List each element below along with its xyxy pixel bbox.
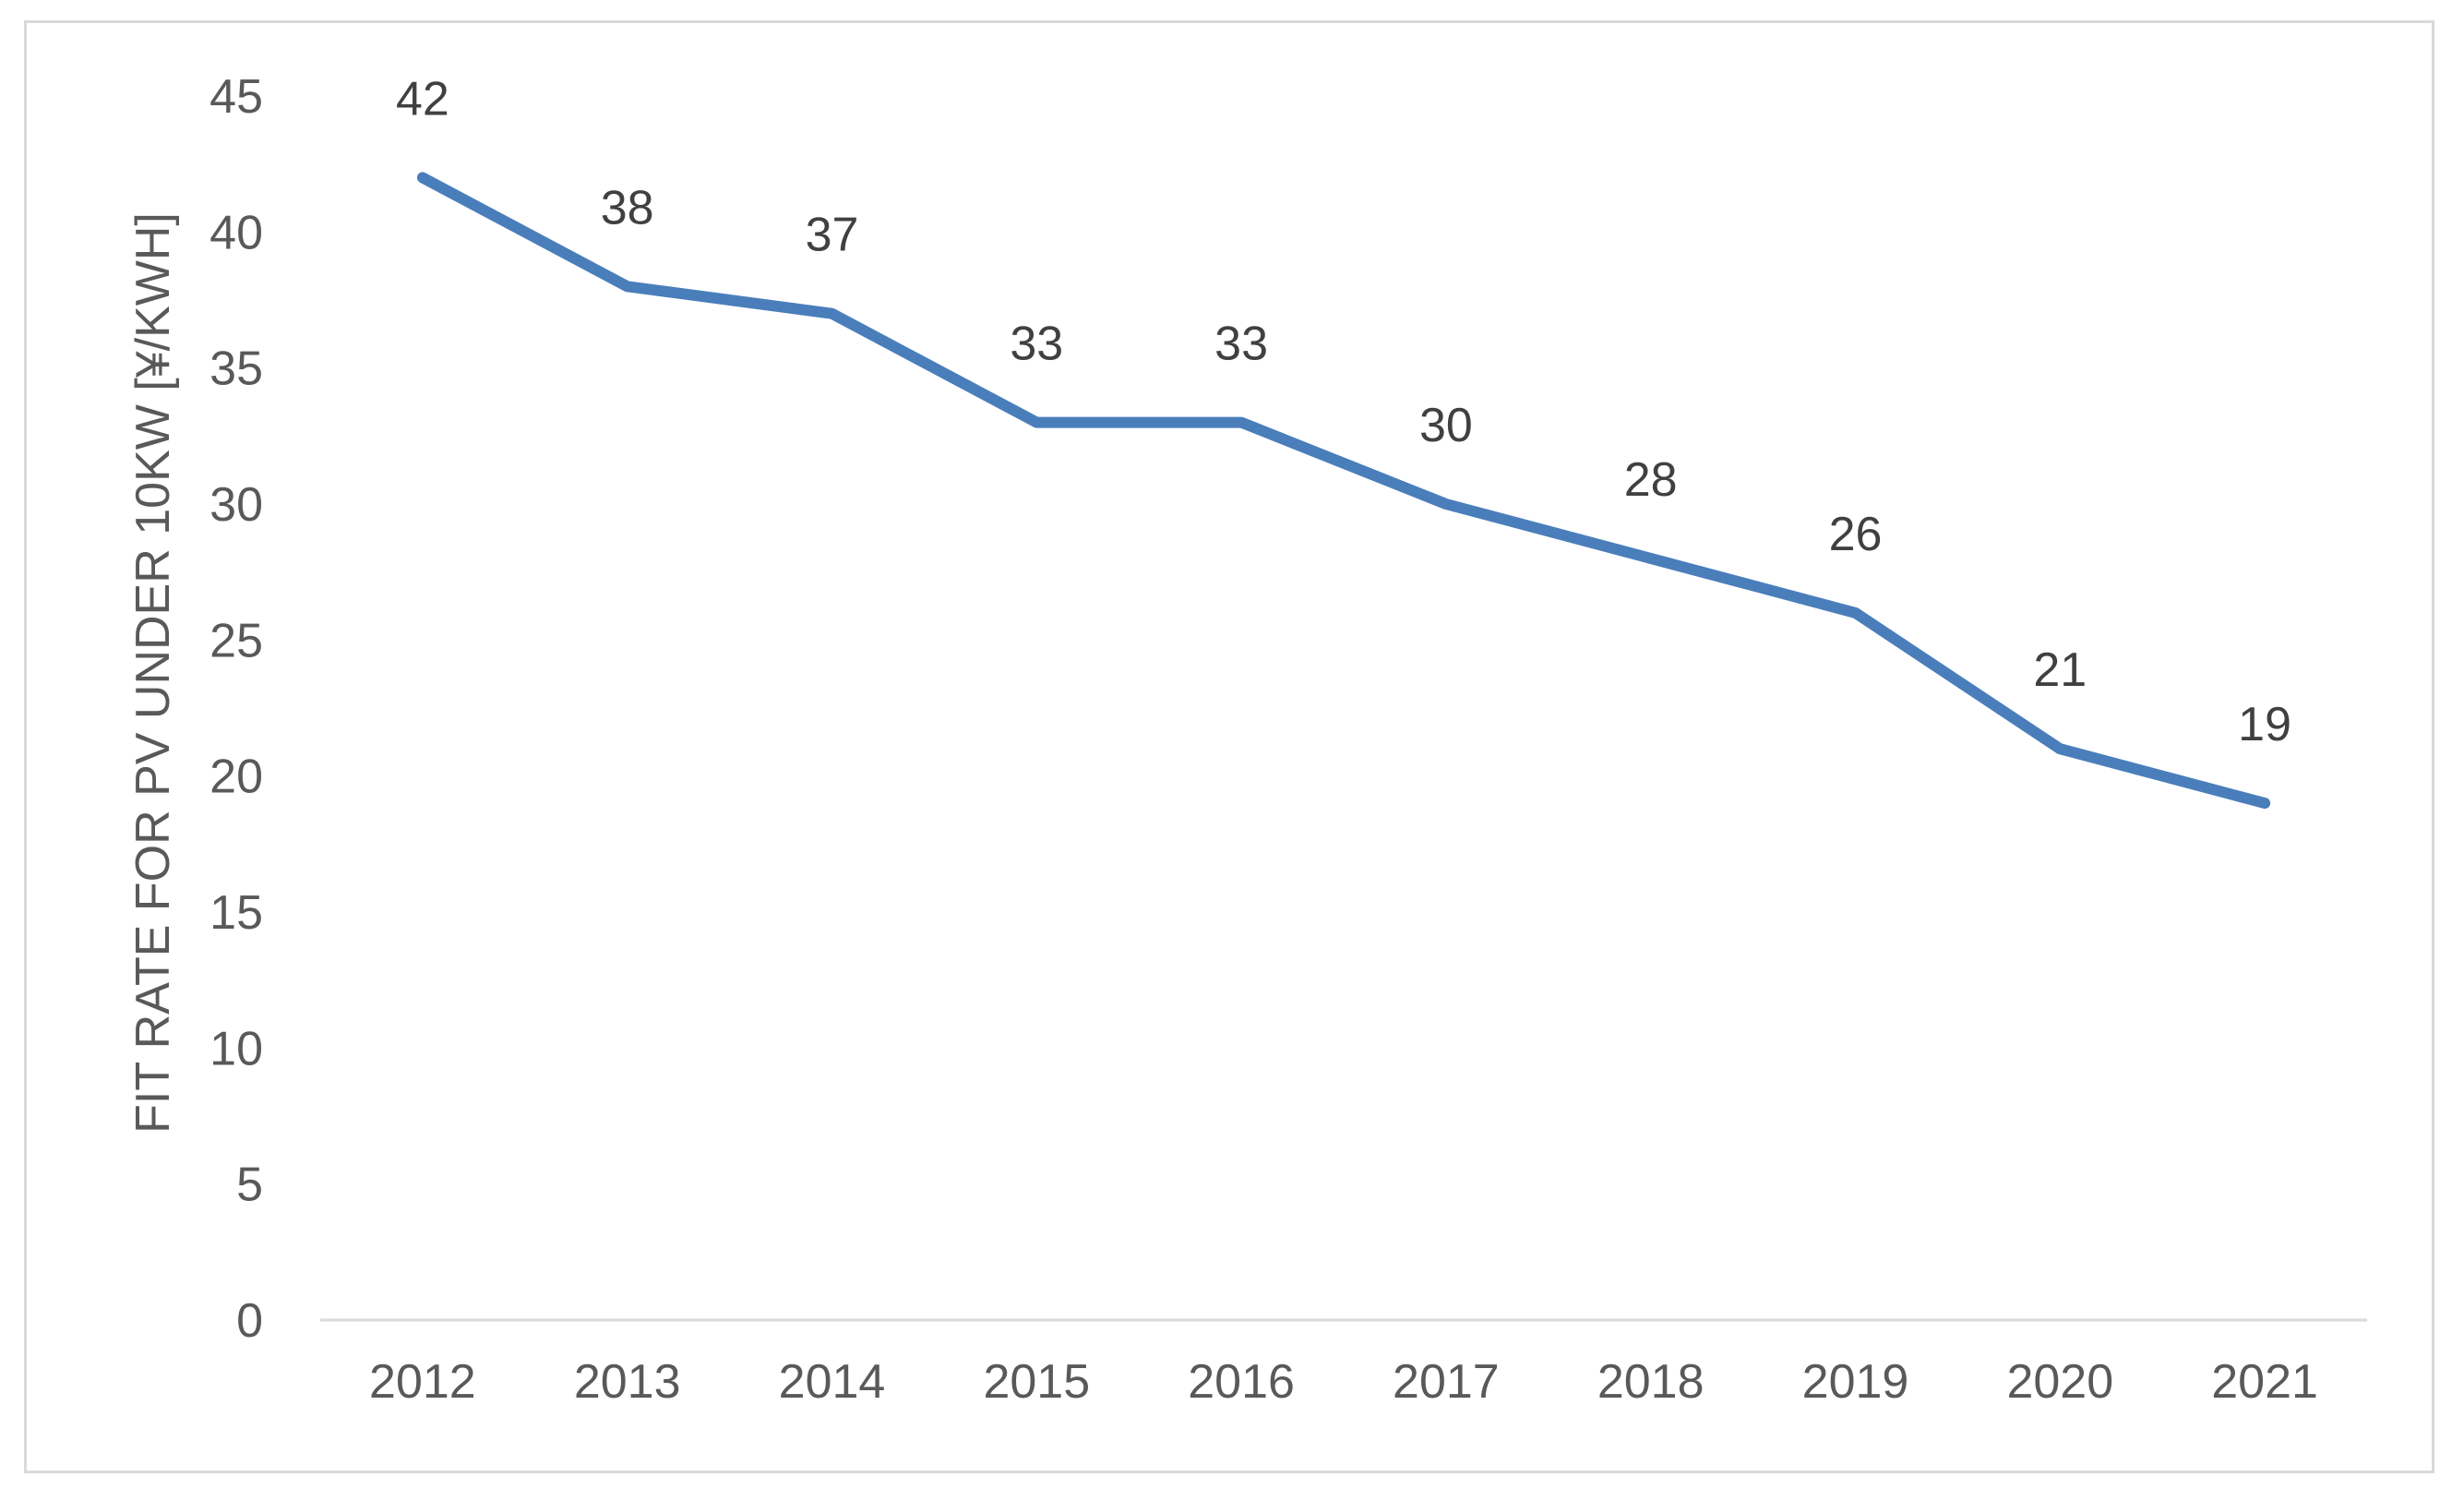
x-tick-label: 2020 xyxy=(2006,1355,2113,1409)
y-tick-label: 20 xyxy=(209,750,263,804)
chart-frame xyxy=(24,20,2434,1473)
y-tick-label: 25 xyxy=(209,614,263,667)
x-tick-label: 2015 xyxy=(983,1355,1090,1409)
y-tick-label: 40 xyxy=(209,206,263,259)
y-tick-label: 10 xyxy=(209,1022,263,1075)
x-tick-label: 2017 xyxy=(1393,1355,1500,1409)
x-axis-ticks: 2012 2013 2014 2015 2016 2017 2018 2019 2020 2021 xyxy=(369,1355,2318,1409)
y-axis-title: FIT RATE FOR PV UNDER 10KW [¥/KWH] xyxy=(126,212,180,1134)
data-label: 33 xyxy=(1214,318,1268,371)
x-tick-label: 2013 xyxy=(574,1355,681,1409)
x-tick-label: 2016 xyxy=(1188,1355,1295,1409)
y-tick-label: 15 xyxy=(209,886,263,940)
data-label: 30 xyxy=(1419,399,1473,452)
y-tick-label: 0 xyxy=(236,1294,263,1348)
data-label: 33 xyxy=(1010,318,1063,371)
y-axis-ticks: 0 5 10 15 20 25 30 35 40 45 xyxy=(209,70,263,1348)
y-tick-label: 35 xyxy=(209,342,263,396)
data-labels: 42 38 37 33 33 30 28 26 21 19 xyxy=(396,72,2291,751)
data-label: 26 xyxy=(1829,508,1883,561)
y-tick-label: 30 xyxy=(209,478,263,532)
x-tick-label: 2019 xyxy=(1802,1355,1909,1409)
x-tick-label: 2014 xyxy=(779,1355,886,1409)
data-label: 38 xyxy=(601,181,654,234)
x-tick-label: 2012 xyxy=(369,1355,476,1409)
data-label: 19 xyxy=(2238,698,2291,751)
y-tick-label: 5 xyxy=(236,1159,263,1212)
data-label: 37 xyxy=(806,209,859,262)
data-label: 21 xyxy=(2033,643,2087,697)
series-line xyxy=(416,172,2271,810)
x-tick-label: 2018 xyxy=(1597,1355,1704,1409)
data-label: 42 xyxy=(396,72,449,126)
y-tick-label: 45 xyxy=(209,70,263,124)
x-tick-label: 2021 xyxy=(2211,1355,2318,1409)
data-label: 28 xyxy=(1624,453,1678,507)
